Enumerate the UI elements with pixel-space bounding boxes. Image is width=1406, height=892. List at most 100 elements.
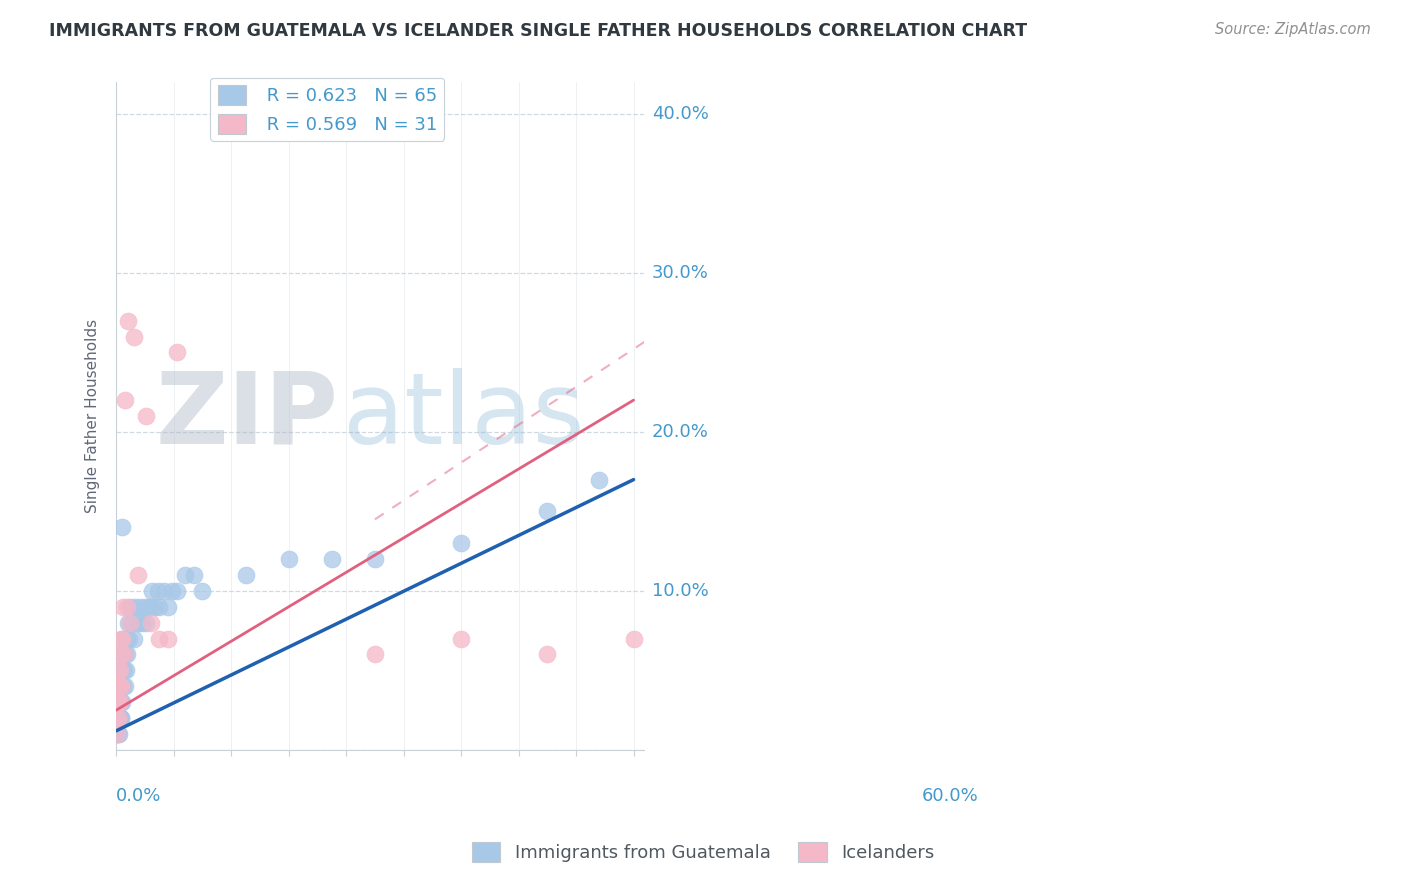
Point — [114, 393, 136, 408]
Point — [135, 409, 157, 423]
Point — [321, 552, 343, 566]
Point — [108, 679, 131, 693]
Point — [110, 711, 132, 725]
Point — [115, 599, 138, 614]
Point — [117, 648, 139, 662]
Point — [120, 599, 142, 614]
Point — [588, 473, 610, 487]
Point — [105, 727, 128, 741]
Point — [623, 632, 645, 646]
Point — [364, 648, 387, 662]
Point — [148, 599, 170, 614]
Point — [166, 345, 188, 359]
Point — [108, 664, 131, 678]
Point — [139, 615, 162, 630]
Text: 30.0%: 30.0% — [652, 264, 709, 282]
Point — [128, 599, 150, 614]
Point — [143, 599, 166, 614]
Point — [108, 695, 131, 709]
Point — [107, 695, 129, 709]
Text: 10.0%: 10.0% — [652, 582, 709, 600]
Point — [110, 664, 132, 678]
Point — [450, 536, 472, 550]
Point — [191, 583, 214, 598]
Point — [111, 520, 134, 534]
Point — [108, 711, 131, 725]
Point — [107, 679, 129, 693]
Point — [112, 599, 135, 614]
Text: atlas: atlas — [343, 368, 585, 465]
Point — [138, 599, 160, 614]
Point — [108, 695, 131, 709]
Y-axis label: Single Father Households: Single Father Households — [86, 319, 100, 513]
Point — [135, 615, 157, 630]
Point — [112, 632, 135, 646]
Point — [139, 599, 162, 614]
Point — [107, 727, 129, 741]
Point — [141, 583, 163, 598]
Point — [108, 711, 131, 725]
Point — [124, 599, 146, 614]
Point — [183, 568, 205, 582]
Point — [122, 329, 145, 343]
Text: 20.0%: 20.0% — [652, 423, 709, 441]
Point — [131, 615, 153, 630]
Point — [110, 648, 132, 662]
Point — [450, 632, 472, 646]
Point — [111, 664, 134, 678]
Point — [107, 695, 129, 709]
Point — [105, 695, 128, 709]
Point — [156, 599, 179, 614]
Point — [110, 679, 132, 693]
Point — [152, 583, 174, 598]
Point — [111, 632, 134, 646]
Point — [536, 648, 558, 662]
Point — [112, 648, 135, 662]
Point — [120, 615, 142, 630]
Point — [127, 568, 149, 582]
Point — [107, 679, 129, 693]
Point — [122, 632, 145, 646]
Point — [121, 615, 143, 630]
Text: 40.0%: 40.0% — [652, 105, 709, 123]
Legend:  R = 0.623   N = 65,  R = 0.569   N = 31: R = 0.623 N = 65, R = 0.569 N = 31 — [211, 78, 444, 141]
Point — [108, 695, 131, 709]
Point — [536, 504, 558, 518]
Point — [118, 632, 141, 646]
Point — [110, 664, 132, 678]
Text: 0.0%: 0.0% — [117, 787, 162, 805]
Point — [134, 599, 156, 614]
Point — [108, 727, 131, 741]
Point — [114, 679, 136, 693]
Point — [110, 679, 132, 693]
Point — [174, 568, 197, 582]
Point — [108, 664, 131, 678]
Point — [105, 711, 128, 725]
Point — [107, 711, 129, 725]
Point — [108, 679, 131, 693]
Point — [110, 679, 132, 693]
Point — [235, 568, 257, 582]
Point — [112, 664, 135, 678]
Point — [114, 664, 136, 678]
Point — [148, 632, 170, 646]
Point — [146, 583, 169, 598]
Point — [114, 648, 136, 662]
Point — [108, 664, 131, 678]
Point — [364, 552, 387, 566]
Point — [277, 552, 299, 566]
Point — [117, 615, 139, 630]
Text: Source: ZipAtlas.com: Source: ZipAtlas.com — [1215, 22, 1371, 37]
Point — [111, 695, 134, 709]
Point — [105, 711, 128, 725]
Point — [112, 679, 135, 693]
Text: IMMIGRANTS FROM GUATEMALA VS ICELANDER SINGLE FATHER HOUSEHOLDS CORRELATION CHAR: IMMIGRANTS FROM GUATEMALA VS ICELANDER S… — [49, 22, 1028, 40]
Point — [105, 727, 128, 741]
Point — [117, 313, 139, 327]
Point — [110, 632, 132, 646]
Text: ZIP: ZIP — [155, 368, 337, 465]
Point — [156, 632, 179, 646]
Point — [110, 679, 132, 693]
Text: 60.0%: 60.0% — [922, 787, 979, 805]
Point — [127, 615, 149, 630]
